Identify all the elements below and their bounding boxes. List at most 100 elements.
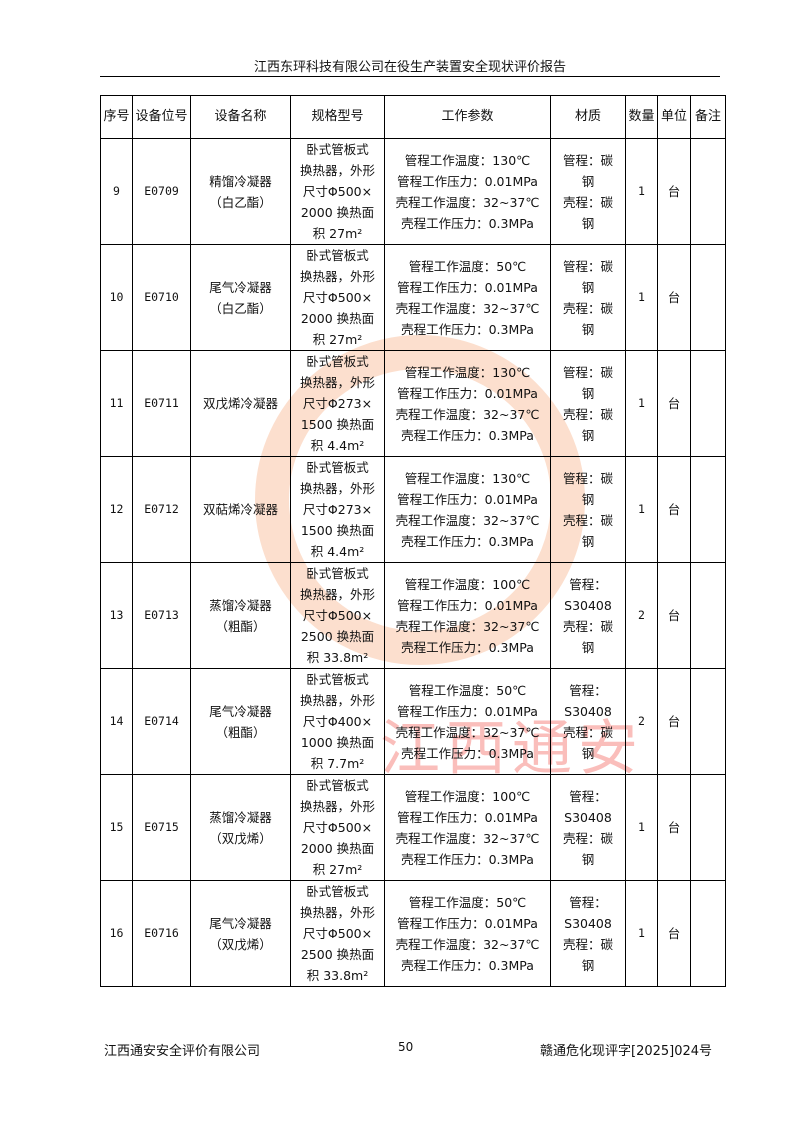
cell-tag: E0710 bbox=[132, 244, 191, 351]
cell-spec-line: 换热器，外形 bbox=[299, 587, 375, 602]
cell-name: 尾气冷凝器 （粗酯） bbox=[190, 668, 291, 775]
cell-params-line: 管程工作温度：100℃ bbox=[404, 788, 531, 804]
cell-params-line: 壳程工作压力：0.3MPa bbox=[401, 957, 534, 973]
cell-material: 管程： S30408 壳程：碳钢 bbox=[550, 668, 626, 775]
column-header: 数量 bbox=[625, 95, 658, 139]
cell-note bbox=[690, 138, 726, 245]
equipment-table: 序号 设备位号 设备名称 规格型号 工作参数 材质 数量 单位 备注 9 E0709 精馏冷凝器 （白… bbox=[100, 95, 726, 987]
cell-qty: 1 bbox=[625, 774, 658, 881]
cell-material: 管程：碳钢壳程：碳钢 bbox=[550, 456, 626, 563]
cell-spec: 卧式管板式 换热器，外形 尺寸Φ273× 1500 换热面积 4.4m² bbox=[290, 350, 385, 457]
cell-note bbox=[690, 244, 726, 351]
cell-spec-line: 换热器，外形 bbox=[299, 693, 375, 708]
footer-page-number: 50 bbox=[398, 1040, 414, 1054]
cell-params-line: 壳程工作温度：32~37℃ bbox=[395, 512, 540, 528]
cell-name-line: （双戊烯） bbox=[209, 936, 272, 952]
cell-params-line: 壳程工作温度：32~37℃ bbox=[395, 724, 540, 740]
cell-name-line: 精馏冷凝器 bbox=[209, 173, 272, 189]
cell-material-line: S30408 bbox=[564, 915, 612, 931]
cell-name: 蒸馏冷凝器 （粗酯） bbox=[190, 562, 291, 669]
cell-note bbox=[690, 880, 726, 987]
cell-unit: 台 bbox=[657, 138, 691, 245]
table-row: 12 E0712 双萜烯冷凝器 卧式管板式 换热器，外形 尺寸Φ273× 1500 换热面积… bbox=[100, 456, 726, 563]
column-header: 设备位号 bbox=[132, 95, 191, 139]
cell-name-line: 双萜烯冷凝器 bbox=[202, 502, 278, 517]
cell-spec-line: 卧式管板式 bbox=[306, 142, 369, 157]
cell-name-line: 尾气冷凝器 bbox=[209, 279, 272, 295]
cell-spec: 卧式管板式 换热器，外形 尺寸Φ500× 2500 换热面积 33.8m² bbox=[290, 562, 385, 669]
cell-tag: E0713 bbox=[132, 562, 191, 669]
cell-qty: 1 bbox=[625, 880, 658, 987]
cell-params-line: 壳程工作温度：32~37℃ bbox=[395, 618, 540, 634]
cell-params-line: 管程工作温度：130℃ bbox=[404, 152, 531, 168]
cell-note bbox=[690, 774, 726, 881]
cell-name: 双戊烯冷凝器 bbox=[190, 350, 291, 457]
cell-params: 管程工作温度：100℃ 管程工作压力：0.01MPa 壳程工作温度：32~37℃ 壳程… bbox=[384, 774, 551, 881]
cell-name: 双萜烯冷凝器 bbox=[190, 456, 291, 563]
cell-spec-line: 2000 换热面 bbox=[300, 205, 375, 220]
cell-params-line: 壳程工作压力：0.3MPa bbox=[401, 321, 534, 337]
cell-params-line: 管程工作压力：0.01MPa bbox=[397, 279, 538, 295]
cell-material: 管程：碳钢壳程：碳钢 bbox=[550, 244, 626, 351]
cell-params-line: 管程工作压力：0.01MPa bbox=[397, 809, 538, 825]
cell-name-line: （粗酯） bbox=[215, 618, 266, 634]
cell-params-line: 管程工作压力：0.01MPa bbox=[397, 703, 538, 719]
cell-spec-line: 换热器，外形 bbox=[299, 375, 375, 390]
cell-params-line: 管程工作温度：100℃ bbox=[404, 576, 531, 592]
cell-no: 15 bbox=[100, 774, 133, 881]
cell-spec: 卧式管板式 换热器，外形 尺寸Φ400× 1000 换热面积 7.7m² bbox=[290, 668, 385, 775]
cell-material-line: 管程： bbox=[569, 894, 607, 910]
cell-material-line: 钢 bbox=[581, 639, 595, 655]
cell-spec-line: 卧式管板式 bbox=[306, 248, 369, 263]
cell-params: 管程工作温度：130℃ 管程工作压力：0.01MPa 壳程工作温度：32~37℃ 壳程… bbox=[384, 138, 551, 245]
cell-spec-line: 卧式管板式 bbox=[306, 354, 369, 369]
cell-material-line: 壳程：碳 bbox=[562, 724, 613, 740]
column-header: 工作参数 bbox=[384, 95, 551, 139]
cell-name-line: （白乙酯） bbox=[209, 300, 272, 316]
cell-spec: 卧式管板式 换热器，外形 尺寸Φ500× 2500 换热面积 33.8m² bbox=[290, 880, 385, 987]
cell-params-line: 壳程工作温度：32~37℃ bbox=[395, 194, 540, 210]
table-row: 16 E0716 尾气冷凝器 （双戊烯） 卧式管板式 换热器，外形 尺寸Φ500× 2500 … bbox=[100, 880, 726, 987]
cell-spec-line: 积 7.7m² bbox=[310, 756, 365, 771]
cell-name-line: （粗酯） bbox=[215, 724, 266, 740]
cell-material-line: S30408 bbox=[564, 597, 612, 613]
cell-name: 尾气冷凝器 （白乙酯） bbox=[190, 244, 291, 351]
cell-params-line: 壳程工作压力：0.3MPa bbox=[401, 851, 534, 867]
cell-params-line: 管程工作压力：0.01MPa bbox=[397, 491, 538, 507]
cell-note bbox=[690, 668, 726, 775]
cell-material-line: 壳程：碳 bbox=[562, 194, 613, 210]
cell-spec-line: 积 27m² bbox=[312, 862, 363, 877]
cell-params-line: 壳程工作压力：0.3MPa bbox=[401, 745, 534, 761]
footer-doc-number: 赣通危化现评字[2025]024号 bbox=[540, 1044, 713, 1059]
cell-spec-line: 1500 换热面 bbox=[300, 417, 375, 432]
cell-material-line: 钢 bbox=[581, 851, 595, 867]
cell-params-line: 管程工作温度：130℃ bbox=[404, 470, 531, 486]
cell-spec-line: 积 4.4m² bbox=[310, 544, 365, 559]
cell-params-line: 壳程工作压力：0.3MPa bbox=[401, 427, 534, 443]
cell-spec-line: 换热器，外形 bbox=[299, 163, 375, 178]
cell-no: 12 bbox=[100, 456, 133, 563]
cell-material-line: 管程： bbox=[569, 682, 607, 698]
cell-no: 9 bbox=[100, 138, 133, 245]
table-row: 14 E0714 尾气冷凝器 （粗酯） 卧式管板式 换热器，外形 尺寸Φ400× 1000 换… bbox=[100, 668, 726, 775]
cell-name-line: （双戊烯） bbox=[209, 830, 272, 846]
cell-note bbox=[690, 350, 726, 457]
cell-params-line: 壳程工作温度：32~37℃ bbox=[395, 406, 540, 422]
cell-material-line: 壳程：碳 bbox=[562, 830, 613, 846]
cell-spec-line: 1500 换热面 bbox=[300, 523, 375, 538]
cell-params-line: 壳程工作温度：32~37℃ bbox=[395, 300, 540, 316]
cell-spec-line: 换热器，外形 bbox=[299, 799, 375, 814]
cell-spec-line: 积 4.4m² bbox=[310, 438, 365, 453]
footer-company: 江西通安安全评价有限公司 bbox=[104, 1044, 261, 1059]
cell-material-line: 壳程：碳 bbox=[562, 300, 613, 316]
cell-spec-line: 尺寸Φ273× bbox=[302, 502, 373, 517]
cell-spec: 卧式管板式 换热器，外形 尺寸Φ500× 2000 换热面积 27m² bbox=[290, 774, 385, 881]
cell-tag: E0715 bbox=[132, 774, 191, 881]
cell-no: 10 bbox=[100, 244, 133, 351]
cell-material-line: 管程：碳 bbox=[562, 364, 613, 380]
column-header: 备注 bbox=[690, 95, 726, 139]
cell-material-line: S30408 bbox=[564, 809, 612, 825]
cell-spec-line: 2500 换热面 bbox=[300, 947, 375, 962]
cell-material-line: 钢 bbox=[581, 321, 595, 337]
cell-material-line: 管程： bbox=[569, 788, 607, 804]
